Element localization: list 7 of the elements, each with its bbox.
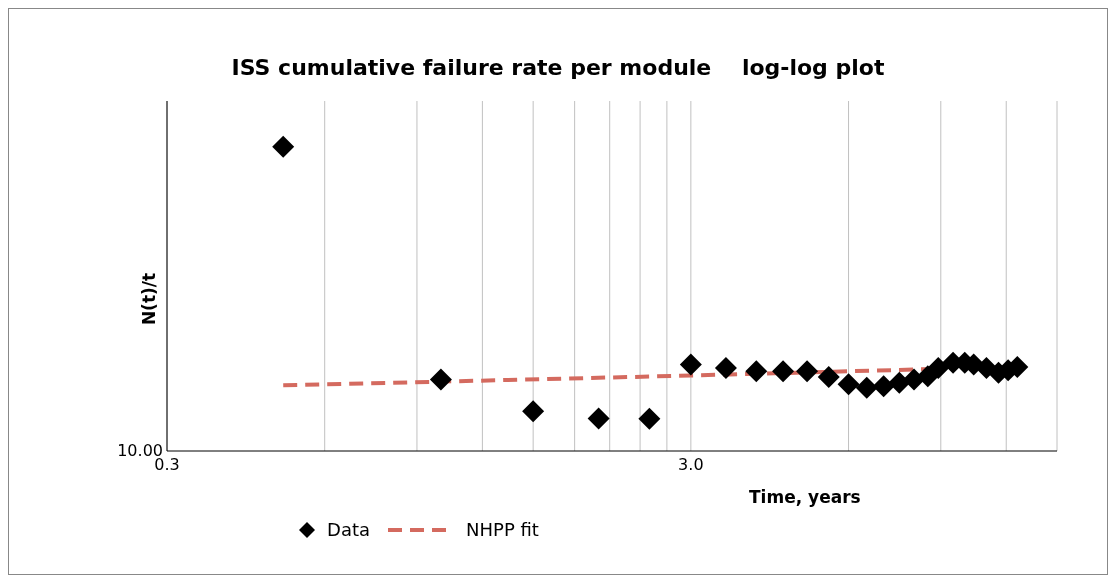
x-tick-label: 3.0 bbox=[678, 455, 704, 475]
y-axis-title: N(t)/t bbox=[139, 272, 159, 326]
x-tick-label: 0.3 bbox=[154, 455, 180, 475]
x-axis-title: Time, years bbox=[749, 487, 861, 507]
legend-label: NHPP fit bbox=[466, 519, 539, 540]
legend-label: Data bbox=[327, 519, 371, 540]
chart-title: ISS cumulative failure rate per module log-log plot bbox=[230, 55, 886, 80]
